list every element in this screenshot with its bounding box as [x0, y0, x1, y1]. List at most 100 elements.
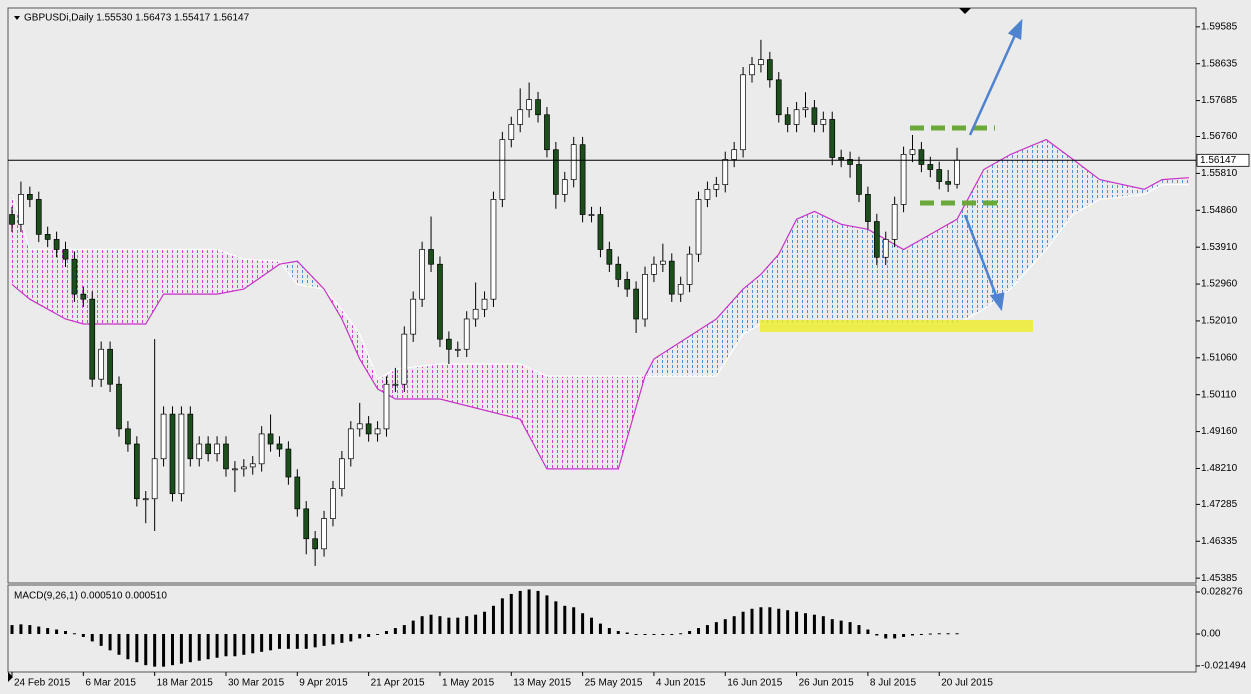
candle-body	[695, 199, 702, 255]
macd-bar	[670, 633, 674, 635]
macd-bar	[732, 616, 736, 634]
price-panel	[7, 7, 1197, 584]
macd-bar	[90, 633, 94, 642]
candle-body	[472, 308, 479, 320]
macd-bar	[483, 611, 487, 634]
macd-bar	[500, 598, 504, 634]
candle-body	[330, 488, 336, 519]
macd-bar	[224, 633, 228, 657]
candle-body	[900, 154, 907, 205]
cloud-segment	[778, 219, 797, 325]
macd-bar	[902, 633, 906, 637]
candle-body	[677, 284, 684, 295]
cloud-line	[11, 138, 1189, 470]
y-tick-label: 1.46335	[1201, 536, 1238, 547]
macd-bar	[839, 620, 843, 634]
candle-body	[89, 298, 96, 380]
macd-bar	[108, 633, 112, 651]
macd-bar	[474, 614, 478, 634]
macd-bar	[206, 633, 210, 660]
candle-body	[160, 413, 167, 460]
candle-body	[169, 413, 176, 495]
macd-bar	[910, 633, 914, 636]
macd-bar	[893, 633, 897, 639]
candle-body	[437, 263, 443, 340]
candle-body	[838, 157, 845, 160]
macd-bar	[598, 623, 602, 634]
macd-bar	[759, 607, 763, 634]
macd-bar	[251, 633, 255, 654]
macd-bar	[955, 633, 959, 635]
cloud-segment	[1144, 179, 1163, 195]
candle-body	[321, 518, 327, 550]
arrow-head	[1007, 18, 1023, 40]
candle-body	[615, 263, 622, 280]
macd-bar	[937, 633, 941, 635]
macd-bar	[919, 633, 923, 635]
macd-bar	[456, 617, 460, 634]
macd-bar	[215, 633, 219, 658]
macd-bar	[135, 633, 139, 663]
macd-bar	[795, 611, 799, 634]
candle-body	[731, 149, 738, 160]
candle-body	[775, 79, 782, 116]
candle-body	[882, 239, 889, 258]
macd-bar	[803, 613, 807, 634]
candle-body	[517, 109, 524, 125]
arrow-head	[989, 292, 1005, 312]
candle-body	[392, 383, 399, 386]
y-tick-label: 1.54860	[1201, 205, 1238, 216]
macd-bar	[260, 633, 264, 652]
candle-body	[722, 159, 729, 186]
y-tick-label: 1.56760	[1201, 131, 1238, 142]
macd-bar	[304, 633, 308, 649]
candle-body	[873, 221, 880, 258]
candle-body	[713, 184, 720, 190]
candle-body	[909, 149, 916, 155]
macd-bar	[420, 616, 424, 634]
x-tick-label: 24 Feb 2015	[14, 678, 71, 689]
macd-bar	[777, 608, 781, 634]
candle-body	[53, 239, 60, 250]
candle-body	[276, 443, 283, 450]
candle-body	[856, 164, 862, 195]
macd-bar	[340, 633, 344, 643]
macd-bar	[554, 601, 558, 634]
y-tick-label: 1.58635	[1201, 58, 1238, 69]
candle-body	[847, 159, 853, 165]
candle-body	[133, 443, 140, 500]
ichimoku-cloud	[11, 138, 1189, 470]
candle-body	[44, 234, 51, 240]
macd-bar	[72, 633, 76, 635]
candle-body	[339, 458, 345, 490]
candle-body	[258, 433, 265, 465]
macd-bar	[884, 633, 888, 639]
cloud-segment	[796, 211, 815, 325]
candle-body	[954, 159, 960, 185]
macd-bar	[242, 633, 246, 655]
candle-body	[758, 59, 764, 66]
x-tick-label: 13 May 2015	[513, 678, 571, 689]
candle-body	[446, 338, 452, 350]
x-tick-label: 16 Jun 2015	[727, 678, 782, 689]
cloud-segment	[814, 211, 842, 325]
macd-bar	[411, 620, 415, 634]
macd-bar	[625, 632, 629, 634]
candle-body	[891, 204, 898, 240]
candle-body	[125, 428, 131, 445]
macd-bar	[37, 626, 41, 634]
candle-body	[294, 476, 301, 510]
y-tick-label: 1.50110	[1201, 389, 1237, 400]
macd-bar	[581, 613, 585, 634]
cloud-segment	[1099, 179, 1145, 200]
candle-body	[668, 260, 675, 295]
cloud-segment	[903, 234, 931, 325]
candle-body	[107, 348, 113, 385]
macd-bar	[313, 633, 317, 648]
macd-bar	[830, 619, 834, 634]
current-price-box	[1196, 153, 1250, 167]
candle-body	[347, 428, 354, 460]
cloud-segment	[243, 259, 280, 290]
candle-body	[187, 413, 194, 460]
scroll-marker	[8, 672, 13, 682]
